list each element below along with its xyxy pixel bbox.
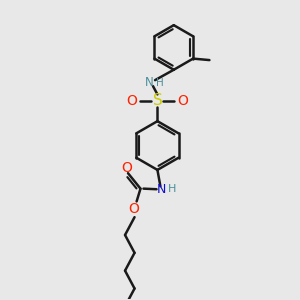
Text: N: N — [145, 76, 154, 89]
Text: O: O — [128, 202, 140, 216]
Text: O: O — [122, 161, 132, 175]
Text: O: O — [127, 94, 138, 108]
Text: O: O — [177, 94, 188, 108]
Text: H: H — [156, 77, 164, 88]
Text: H: H — [167, 184, 176, 194]
Text: S: S — [153, 94, 162, 109]
Text: N: N — [157, 183, 166, 196]
